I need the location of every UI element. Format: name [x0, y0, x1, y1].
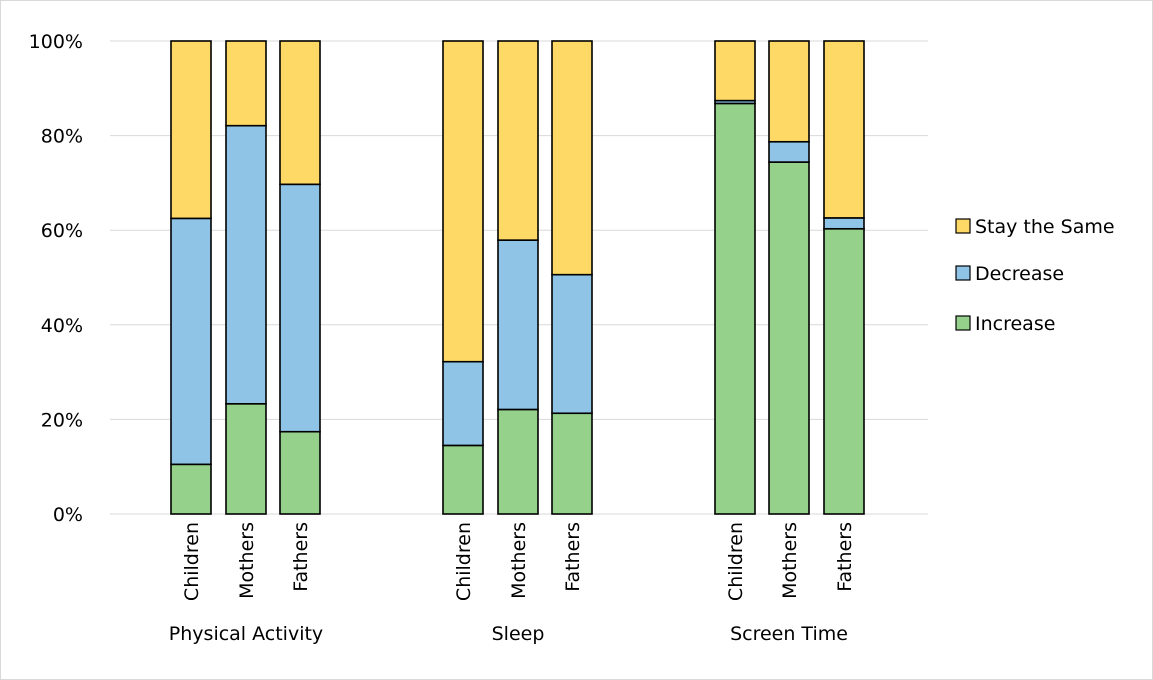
y-tick-label: 60% — [41, 220, 83, 242]
bar-segment-increase — [497, 408, 539, 515]
bar-segment-increase — [442, 444, 484, 515]
category-label: Children — [453, 522, 475, 601]
category-label: Children — [725, 522, 747, 601]
legend-label-stay-the-same: Stay the Same — [975, 216, 1115, 238]
bar-segment-stay-the-same — [170, 40, 212, 220]
bar-segment-decrease — [551, 273, 593, 415]
y-tick-label: 80% — [41, 126, 83, 148]
x-axis-category-labels: Children Mothers Fathers Children Mothers Fat… — [181, 522, 856, 601]
bars — [170, 40, 865, 515]
legend-swatch-increase — [955, 315, 971, 331]
bar-segment-stay-the-same — [225, 40, 267, 127]
legend-swatch-decrease — [955, 265, 971, 281]
y-tick-label: 0% — [53, 504, 83, 526]
category-label: Children — [181, 522, 203, 601]
legend-swatch-stay-the-same — [955, 218, 971, 234]
bar-segment-increase — [823, 227, 865, 515]
legend-label-decrease: Decrease — [975, 263, 1064, 285]
bar-segment-increase — [279, 430, 321, 515]
group-label: Sleep — [492, 623, 545, 645]
bar-segment-increase — [714, 102, 756, 515]
bar-segment-decrease — [279, 183, 321, 433]
category-label: Mothers — [779, 522, 801, 599]
category-label: Fathers — [290, 522, 312, 592]
bar-segment-decrease — [170, 217, 212, 466]
bar-segment-stay-the-same — [768, 40, 810, 143]
bar-segment-stay-the-same — [551, 40, 593, 276]
bar-segment-decrease — [823, 217, 865, 230]
bar-segment-increase — [225, 402, 267, 515]
y-axis-tick-labels: 0% 20% 40% 60% 80% 100% — [29, 31, 83, 526]
bar-segment-increase — [551, 412, 593, 515]
bar-segment-stay-the-same — [714, 40, 756, 102]
bar-segment-stay-the-same — [279, 40, 321, 186]
bar-segment-stay-the-same — [442, 40, 484, 363]
bar-segment-decrease — [442, 360, 484, 447]
group-label: Physical Activity — [169, 623, 323, 645]
group-label: Screen Time — [730, 623, 848, 645]
bar-segment-stay-the-same — [497, 40, 539, 241]
category-label: Fathers — [834, 522, 856, 592]
bar-segment-decrease — [768, 140, 810, 163]
category-label: Mothers — [236, 522, 258, 599]
bar-segment-increase — [768, 161, 810, 515]
y-tick-label: 20% — [41, 409, 83, 431]
y-tick-label: 40% — [41, 315, 83, 337]
bar-segment-stay-the-same — [823, 40, 865, 219]
bar-segment-decrease — [225, 124, 267, 405]
category-label: Fathers — [562, 522, 584, 592]
bar-segment-increase — [170, 463, 212, 515]
legend: Stay the Same Decrease Increase — [955, 216, 1115, 335]
y-tick-label: 100% — [29, 31, 83, 53]
legend-label-increase: Increase — [975, 313, 1055, 335]
category-label: Mothers — [508, 522, 530, 599]
bar-segment-decrease — [497, 239, 539, 411]
x-axis-group-labels: Physical Activity Sleep Screen Time — [169, 623, 848, 645]
